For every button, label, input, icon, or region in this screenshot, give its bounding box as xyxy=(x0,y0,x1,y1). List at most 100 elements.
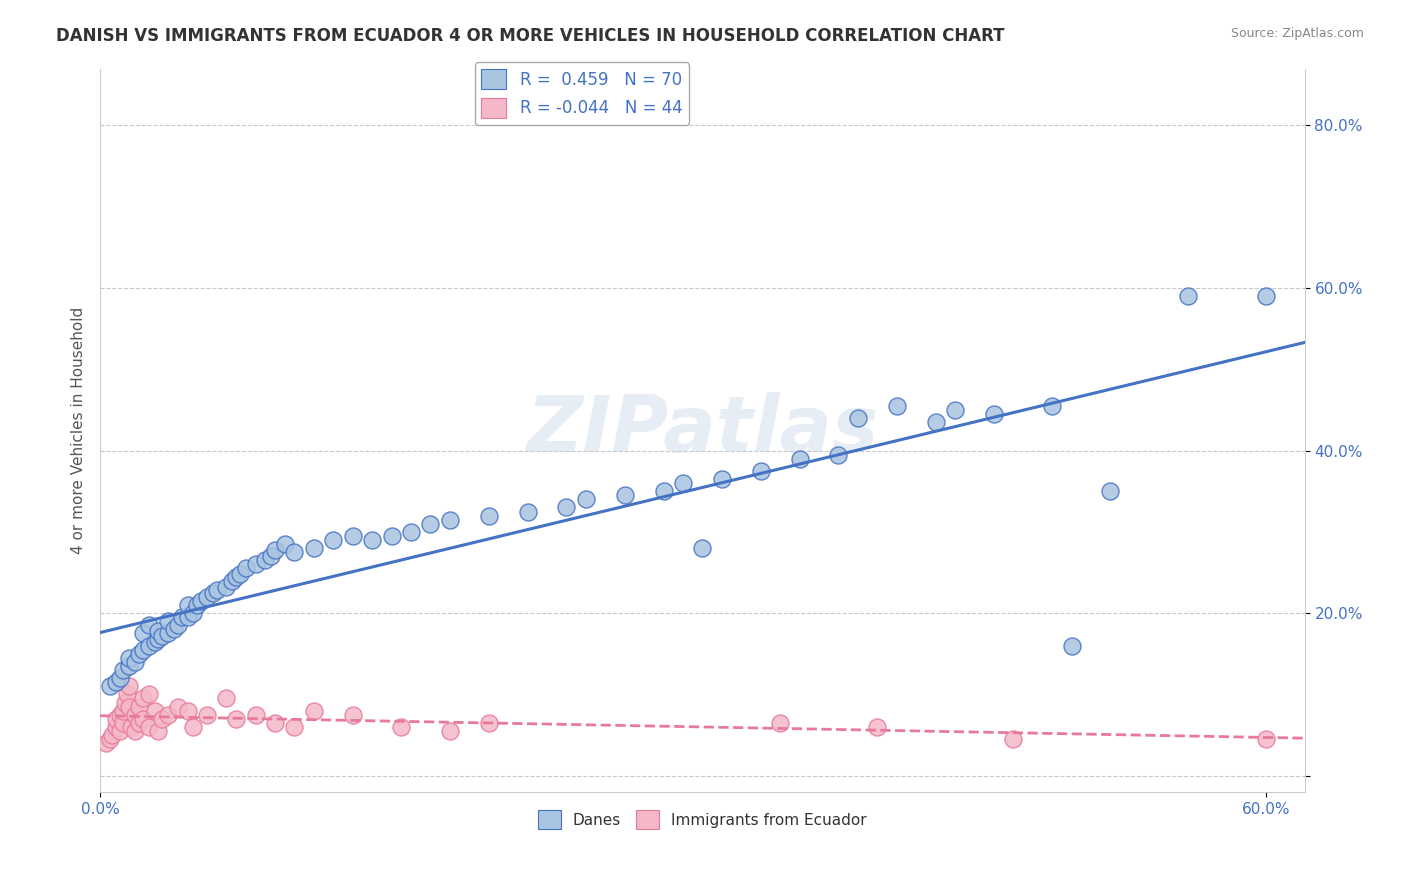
Point xyxy=(195,707,218,722)
Point xyxy=(98,732,121,747)
Point xyxy=(235,561,257,575)
Point xyxy=(283,545,305,559)
Point xyxy=(245,707,267,722)
Point xyxy=(138,639,160,653)
Point xyxy=(692,541,714,555)
Point xyxy=(118,650,141,665)
Point xyxy=(128,715,150,730)
Point xyxy=(186,598,208,612)
Point xyxy=(104,712,127,726)
Point xyxy=(117,687,139,701)
Point xyxy=(201,586,224,600)
Point xyxy=(1040,399,1063,413)
Point xyxy=(439,513,461,527)
Text: ZIPatlas: ZIPatlas xyxy=(526,392,879,468)
Point xyxy=(1099,484,1122,499)
Point xyxy=(322,533,344,547)
Point xyxy=(672,476,695,491)
Text: Source: ZipAtlas.com: Source: ZipAtlas.com xyxy=(1230,27,1364,40)
Point xyxy=(104,675,127,690)
Point xyxy=(229,567,252,582)
Point xyxy=(108,724,131,739)
Point xyxy=(866,720,889,734)
Point xyxy=(128,699,150,714)
Point xyxy=(260,549,283,564)
Point xyxy=(118,699,141,714)
Point xyxy=(138,687,160,701)
Point xyxy=(478,508,501,523)
Point xyxy=(148,632,170,647)
Point xyxy=(613,488,636,502)
Point xyxy=(176,610,198,624)
Point xyxy=(112,704,135,718)
Point xyxy=(215,580,238,594)
Point xyxy=(108,707,131,722)
Point xyxy=(166,699,188,714)
Point xyxy=(342,529,364,543)
Point xyxy=(120,720,142,734)
Point xyxy=(183,720,205,734)
Point xyxy=(157,614,180,628)
Point xyxy=(1060,639,1083,653)
Point xyxy=(225,712,247,726)
Point xyxy=(157,707,180,722)
Point xyxy=(118,659,141,673)
Point xyxy=(215,691,238,706)
Point xyxy=(1002,732,1025,747)
Point xyxy=(555,500,578,515)
Point xyxy=(710,472,733,486)
Point xyxy=(886,399,908,413)
Point xyxy=(264,542,287,557)
Point xyxy=(128,647,150,661)
Point xyxy=(652,484,675,499)
Point xyxy=(166,618,188,632)
Point xyxy=(439,724,461,739)
Point xyxy=(225,569,247,583)
Point xyxy=(170,610,193,624)
Point xyxy=(254,553,277,567)
Text: DANISH VS IMMIGRANTS FROM ECUADOR 4 OR MORE VEHICLES IN HOUSEHOLD CORRELATION CH: DANISH VS IMMIGRANTS FROM ECUADOR 4 OR M… xyxy=(56,27,1005,45)
Point xyxy=(273,537,295,551)
Point xyxy=(749,464,772,478)
Y-axis label: 4 or more Vehicles in Household: 4 or more Vehicles in Household xyxy=(72,307,86,554)
Point xyxy=(148,724,170,739)
Point xyxy=(143,634,166,648)
Point xyxy=(943,403,966,417)
Point xyxy=(302,704,325,718)
Point xyxy=(112,715,135,730)
Point xyxy=(124,655,146,669)
Point xyxy=(195,590,218,604)
Point xyxy=(94,736,117,750)
Point xyxy=(114,696,136,710)
Point xyxy=(138,720,160,734)
Point xyxy=(124,724,146,739)
Point xyxy=(302,541,325,555)
Point xyxy=(361,533,384,547)
Point xyxy=(104,720,127,734)
Point xyxy=(516,504,538,518)
Point xyxy=(132,626,155,640)
Point xyxy=(163,623,186,637)
Point xyxy=(132,712,155,726)
Point xyxy=(205,583,228,598)
Point xyxy=(118,679,141,693)
Point xyxy=(132,642,155,657)
Point xyxy=(176,598,198,612)
Point xyxy=(983,407,1005,421)
Point xyxy=(769,715,792,730)
Point xyxy=(1254,289,1277,303)
Point xyxy=(138,618,160,632)
Point xyxy=(112,663,135,677)
Point xyxy=(108,671,131,685)
Point xyxy=(176,704,198,718)
Point xyxy=(1177,289,1199,303)
Point xyxy=(846,411,869,425)
Point xyxy=(190,594,212,608)
Point xyxy=(150,629,173,643)
Point xyxy=(264,715,287,730)
Legend: Danes, Immigrants from Ecuador: Danes, Immigrants from Ecuador xyxy=(531,804,873,835)
Point xyxy=(419,516,441,531)
Point xyxy=(380,529,402,543)
Point xyxy=(143,704,166,718)
Point xyxy=(98,679,121,693)
